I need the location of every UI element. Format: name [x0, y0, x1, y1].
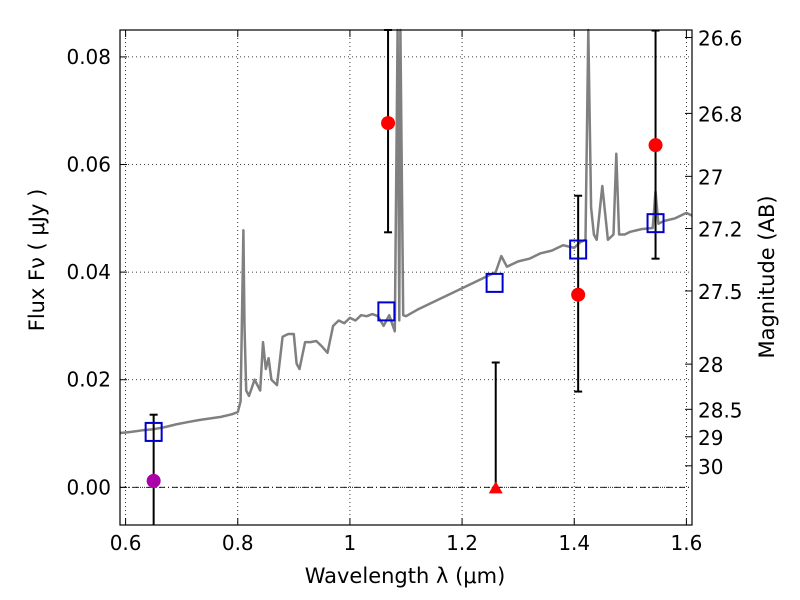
y-tick-label: 0.08 — [66, 45, 111, 69]
x-tick-label: 1.6 — [670, 531, 702, 555]
observed-flux-point — [648, 138, 663, 153]
right-axis-label: Magnitude (AB) — [755, 195, 779, 358]
y-tick-label: 0.06 — [66, 153, 111, 177]
y-tick-label: 0.00 — [66, 475, 111, 499]
right-tick-label: 26.6 — [698, 27, 743, 51]
upper-limit-triangle — [488, 481, 503, 494]
x-tick-label: 1.4 — [558, 531, 590, 555]
y-tick-label: 0.04 — [66, 260, 111, 284]
right-tick-label: 30 — [698, 455, 723, 479]
model-photometry-square — [144, 421, 163, 442]
observed-flux-point — [381, 116, 396, 131]
x-tick-label: 1 — [344, 531, 357, 555]
plot-frame — [119, 29, 693, 526]
x-axis-label: Wavelength λ (μm) — [305, 564, 506, 588]
right-tick-label: 29 — [698, 426, 723, 450]
right-tick-label: 26.8 — [698, 102, 743, 126]
model-photometry-square — [569, 239, 588, 260]
model-photometry-square — [485, 272, 504, 293]
x-tick-label: 0.8 — [222, 531, 254, 555]
right-tick-label: 27.2 — [698, 218, 743, 242]
right-tick-label: 27 — [698, 165, 723, 189]
x-tick-label: 1.2 — [446, 531, 478, 555]
y-tick-label: 0.02 — [66, 368, 111, 392]
right-tick-label: 28 — [698, 353, 723, 377]
right-tick-label: 28.5 — [698, 398, 743, 422]
grid — [120, 30, 692, 525]
observed-flux-point — [146, 473, 161, 488]
model-photometry-square — [377, 301, 396, 322]
observed-flux-point — [571, 287, 586, 302]
right-tick-label: 27.5 — [698, 280, 743, 304]
x-tick-label: 0.6 — [110, 531, 142, 555]
y-axis-label: Flux Fν ( μJy ) — [25, 189, 49, 332]
ticks: 0.6 0.8 1 1.2 1.4 1.6 0.00 0.02 0.04 0.06 0.08 26.6… — [66, 27, 742, 555]
model-photometry-square — [646, 213, 665, 234]
markers — [144, 116, 665, 494]
